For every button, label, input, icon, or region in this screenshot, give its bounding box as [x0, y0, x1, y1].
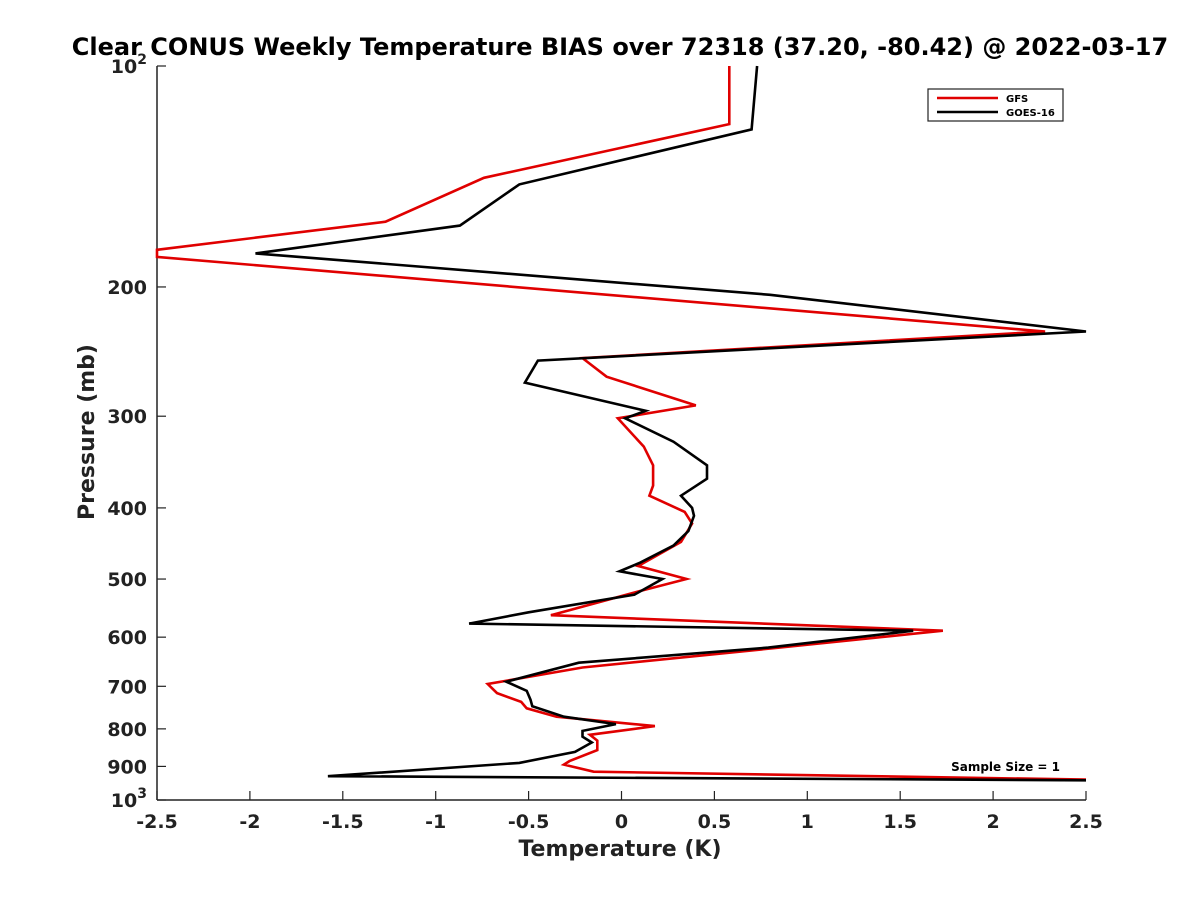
x-tick-label: 0	[615, 811, 628, 833]
x-tick-label: -0.5	[508, 811, 550, 833]
y-tick-label: 700	[107, 676, 147, 698]
legend-label: GOES-16	[1006, 108, 1055, 119]
x-tick-label: -1.5	[322, 811, 364, 833]
plot-frame	[156, 66, 1086, 801]
y-tick-label: 300	[107, 406, 147, 428]
x-tick-label: -2	[239, 811, 260, 833]
x-tick-label: -1	[425, 811, 446, 833]
sample-size-annotation: Sample Size = 1	[951, 760, 1060, 774]
series-layer	[155, 65, 1087, 782]
x-tick-label: -2.5	[136, 811, 178, 833]
y-tick-label: 500	[107, 569, 147, 591]
y-tick-label: 103	[111, 786, 147, 812]
x-tick-label: 1	[801, 811, 814, 833]
y-tick-label: 400	[107, 498, 147, 520]
x-tick-label: 0.5	[698, 811, 732, 833]
y-tick-label: 900	[107, 756, 147, 778]
y-tick-label: 800	[107, 719, 147, 741]
x-axis: -2.5 -2 -1.5 -1 -0.5 0 0.5 1 1.5 2 2.5	[136, 791, 1103, 833]
x-tick-label: 2.5	[1069, 811, 1103, 833]
legend: GFS GOES-16	[927, 88, 1064, 122]
x-axis-label: Temperature (K)	[518, 837, 721, 862]
x-tick-label: 2	[986, 811, 999, 833]
legend-box	[927, 88, 1064, 122]
series-line-gfs	[155, 66, 1087, 781]
chart-title: Clear CONUS Weekly Temperature BIAS over…	[72, 33, 1168, 61]
y-axis: 102 200 300 400 500 600 700 800 900 103	[107, 52, 166, 812]
y-tick-label: 200	[107, 277, 147, 299]
y-tick-label: 600	[107, 627, 147, 649]
y-axis-label: Pressure (mb)	[75, 344, 100, 520]
y-tick-label: 102	[111, 52, 147, 78]
series-line-goes-16	[255, 65, 1087, 782]
legend-label: GFS	[1006, 94, 1028, 105]
x-tick-label: 1.5	[883, 811, 917, 833]
